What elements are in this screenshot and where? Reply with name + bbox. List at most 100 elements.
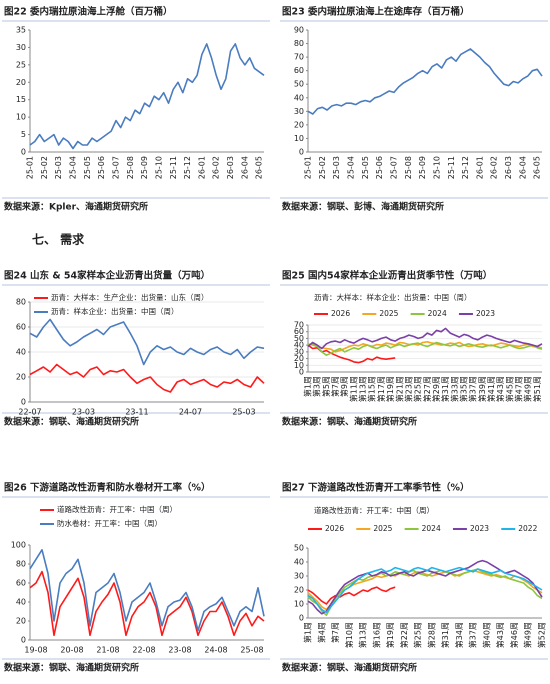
x-tick-label: 第51周 [532,376,542,402]
series-line [307,559,543,615]
x-tick-label: 26-01 [475,156,484,179]
x-tick-label: 第37周 [468,622,478,648]
x-tick-label: 第31周 [440,376,450,402]
y-tick-label: 60 [294,66,304,75]
legend-label: 2024 [428,309,447,318]
y-tick-label: 35 [16,26,26,35]
x-tick-label: 第37周 [468,376,478,402]
chart-title: 图22 委内瑞拉原油海上浮舱（百万桶） [4,6,173,18]
x-tick-label: 第16周 [371,622,381,648]
legend-label: 2026 [331,309,350,318]
y-tick-label: 50 [294,80,304,89]
x-tick-label: 第19周 [385,622,395,648]
x-tick-label: 第5周 [321,376,331,397]
x-tick-label: 第22周 [399,622,409,648]
x-tick-label: 25-06 [375,156,384,179]
x-tick-label: 第43周 [495,622,505,648]
y-tick-label: 10 [294,600,304,609]
x-tick-label: 第45周 [504,376,514,402]
legend-label: 沥青：样本企业：出货量：中国（周） [51,306,179,316]
x-tick-label: 第11周 [348,376,358,402]
y-tick-label: 40 [16,598,26,607]
x-tick-label: 第25周 [413,376,423,402]
x-tick-label: 25-08 [240,646,263,655]
y-tick-label: 60 [16,323,26,332]
series-line [307,566,543,614]
series-line [29,570,265,637]
x-tick-label: 第13周 [358,376,368,402]
chart-title: 图27 下游道路改性沥青开工率季节性（%） [282,482,470,494]
x-tick-label: 26-04 [240,156,249,179]
x-tick-label: 第52周 [537,622,547,648]
x-tick-label: 26-01 [197,156,206,179]
y-tick-label: 20 [16,373,26,382]
x-tick-label: 第17周 [376,376,386,402]
y-tick-label: 20 [294,354,304,363]
x-tick-label: 第9周 [339,376,349,397]
y-tick-label: 0 [21,148,26,157]
series-line [307,341,543,353]
legend-label: 道路改性沥青：开工率：中国（周） [57,504,177,514]
y-tick-label: 100 [11,541,26,550]
x-tick-label: 24-07 [179,408,202,417]
chart-subtitle: 沥青：大样本：样本企业：出货量：中国（周） [314,292,472,302]
x-tick-label: 25-01 [304,156,313,179]
source-note: 数据来源：钢联、海通期货研究所 [282,662,417,674]
x-tick-label: 25-02 [40,156,49,179]
x-tick-label: 第25周 [413,622,423,648]
x-tick-label: 第10周 [344,622,354,648]
x-tick-label: 25-05 [361,156,370,179]
x-tick-label: 第3周 [312,376,322,397]
legend-label: 2024 [422,524,441,533]
x-tick-label: 25-10 [432,156,441,179]
y-tick-label: 30 [294,107,304,116]
series-line [29,363,265,393]
y-tick-label: 80 [16,298,26,307]
source-note: 数据来源：钢联、彭博、海通期货研究所 [282,201,444,213]
x-tick-label: 第34周 [454,622,464,648]
x-tick-label: 第33周 [449,376,459,402]
series-line [307,586,396,605]
chart-title: 图25 国内54家样本企业沥青出货季节性（万吨） [282,270,492,282]
x-tick-label: 25-01 [26,156,35,179]
x-tick-label: 第28周 [426,622,436,648]
source-note: 数据来源：钢联、海通期货研究所 [4,662,139,674]
y-tick-label: 50 [294,334,304,343]
x-tick-label: 25-04 [346,156,355,179]
x-tick-label: 第19周 [385,376,395,402]
x-tick-label: 25-11 [447,156,456,179]
y-tick-label: 10 [16,113,26,122]
y-tick-label: 30 [16,43,26,52]
x-tick-label: 19-08 [24,646,47,655]
legend-label: 沥青：大样本：生产企业：出货量：山东（周） [51,292,209,302]
x-tick-label: 25-04 [68,156,77,179]
x-tick-label: 第41周 [486,376,496,402]
x-tick-label: 第23周 [403,376,413,402]
legend-label: 2023 [476,309,495,318]
x-tick-label: 24-08 [204,646,227,655]
x-tick-label: 25-09 [418,156,427,179]
x-tick-label: 第4周 [316,622,326,643]
chart-title: 图23 委内瑞拉原油海上在途库存（百万桶） [282,6,470,18]
x-tick-label: 26-03 [226,156,235,179]
x-tick-label: 第29周 [431,376,441,402]
x-tick-label: 25-03 [232,408,255,417]
y-tick-label: 20 [294,120,304,129]
x-tick-label: 第40周 [481,622,491,648]
series-line [307,327,543,350]
y-tick-label: 10 [294,134,304,143]
x-tick-label: 25-12 [461,156,470,179]
y-tick-label: 60 [294,327,304,336]
y-tick-label: 60 [16,579,26,588]
source-note: 数据来源：钢联、海通期货研究所 [282,416,417,428]
y-tick-label: 0 [299,148,304,157]
series-line [29,318,265,366]
source-note: 数据来源：钢联、海通期货研究所 [4,416,139,428]
x-tick-label: 23-11 [125,408,148,417]
chart-title: 图24 山东 & 54家样本企业沥青出货量（万吨） [4,270,210,282]
x-tick-label: 第13周 [358,622,368,648]
x-tick-label: 第39周 [477,376,487,402]
x-tick-label: 25-08 [126,156,135,179]
chart-title: 图26 下游道路改性沥青和防水卷材开工率（%） [4,482,211,494]
x-tick-label: 第31周 [440,622,450,648]
